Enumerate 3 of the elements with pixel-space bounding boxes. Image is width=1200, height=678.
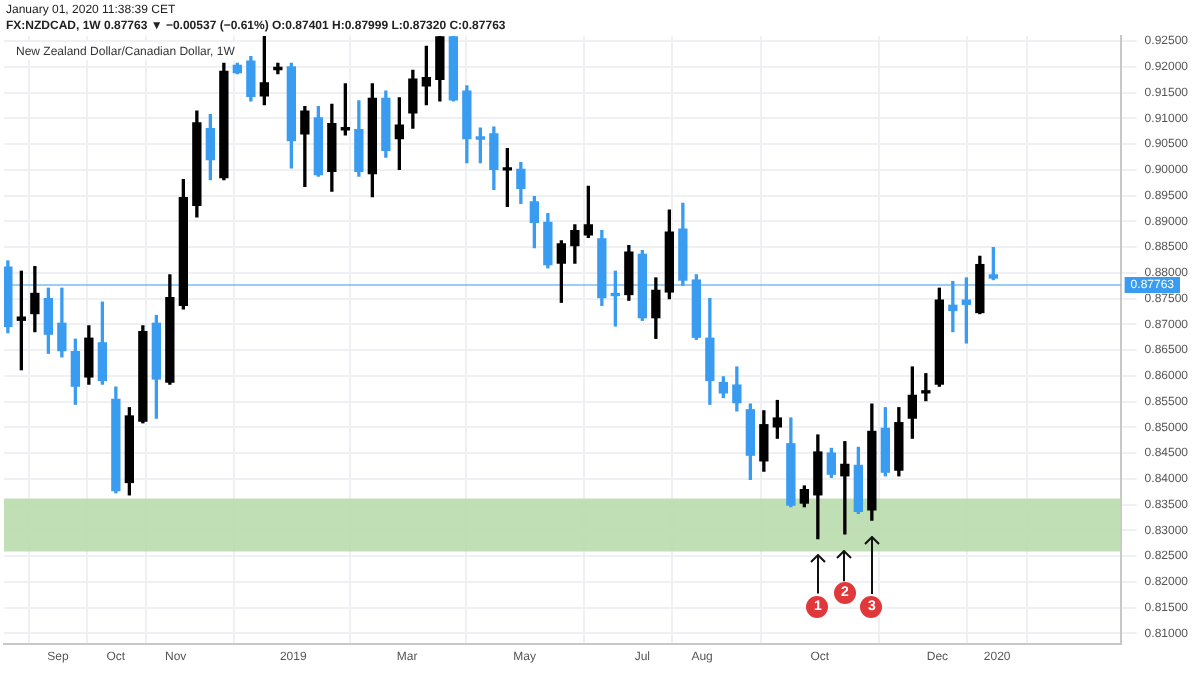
candlestick (948, 280, 958, 333)
candlestick (840, 441, 850, 535)
candlestick (921, 373, 931, 402)
